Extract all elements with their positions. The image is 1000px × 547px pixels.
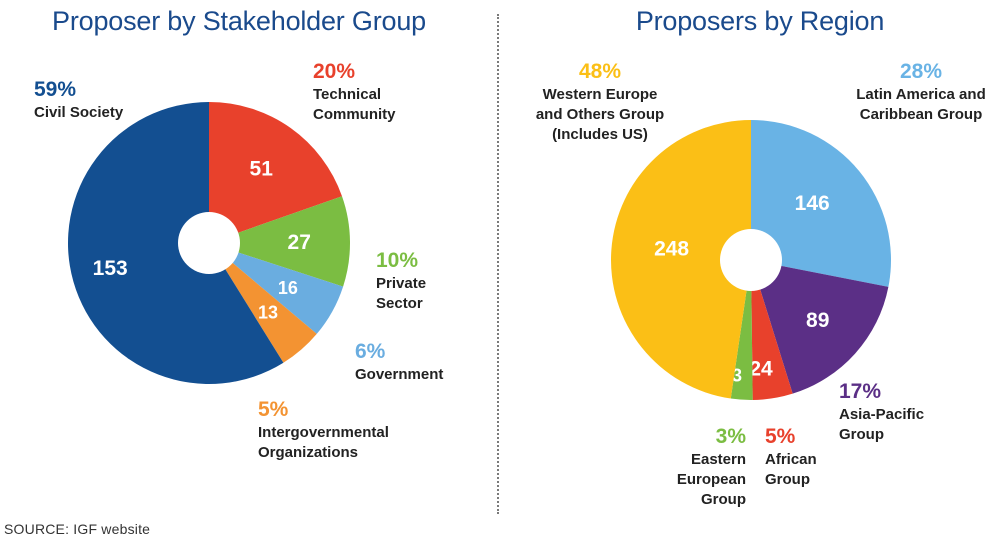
pie-slice-western-europe-and-others-group-includes-us [611, 120, 751, 399]
slice-label-group: 28% Latin America and Caribbean Group [856, 60, 985, 123]
slice-value-label: 153 [93, 257, 128, 280]
slice-category-label: Group [701, 491, 746, 508]
slice-percent-label: 59% [34, 78, 76, 101]
slice-value-label: 13 [258, 302, 278, 322]
slice-value-label: 16 [278, 278, 298, 298]
pie-slice-civil-society [67, 101, 284, 384]
slice-label-group: 6% Government [355, 340, 443, 383]
slice-label-group: 5% African Group [765, 425, 817, 488]
slice-percent-label: 17% [839, 380, 881, 403]
slice-percent-label: 48% [579, 60, 621, 83]
slice-category-label: Intergovernmental [258, 424, 389, 441]
chart-title-stakeholder: Proposer by Stakeholder Group [52, 6, 426, 36]
slice-category-label: Latin America and [856, 86, 985, 103]
divider [497, 14, 499, 514]
slice-category-label: European [677, 471, 746, 488]
slice-category-label: Caribbean Group [860, 106, 983, 123]
slice-category-label: Private [376, 275, 426, 292]
slice-category-label: Asia-Pacific [839, 406, 924, 423]
slice-percent-label: 10% [376, 249, 418, 272]
slice-label-group: 48% Western Europe and Others Group (Includ… [536, 60, 664, 143]
slice-label-group: 20% Technical Community [313, 60, 396, 123]
pie-slice-intergovernmental-organizations [209, 243, 317, 363]
slice-category-label: Western Europe [543, 86, 658, 103]
slice-percent-label: 20% [313, 60, 355, 83]
donut-hole [720, 229, 782, 291]
slice-label-group: 17% Asia-Pacific Group [839, 380, 924, 443]
slice-value-label: 27 [288, 231, 311, 254]
slice-value-label: 24 [749, 358, 773, 381]
slice-value-label: 146 [795, 192, 830, 215]
pie-slice-government [209, 243, 344, 334]
slice-category-label: Group [839, 426, 884, 443]
pie-slice-asia-pacific-group [751, 260, 889, 394]
pie-slice-eastern-european-group [730, 260, 753, 401]
slice-percent-label: 5% [765, 425, 796, 448]
slice-value-label: 248 [654, 238, 689, 261]
slice-label-group: 3% Eastern European Group [677, 425, 747, 508]
slice-label-group: 59% Civil Society [34, 78, 124, 121]
pie-chart-1: 146 28% Latin America and Caribbean Group 89… [536, 60, 986, 508]
slice-category-label: and Others Group [536, 106, 664, 123]
pie-slice-private-sector [209, 196, 351, 287]
slice-value-label: 51 [250, 157, 274, 180]
slice-category-label: Eastern [691, 451, 746, 468]
slice-category-label: Government [355, 366, 443, 383]
slice-category-label: African [765, 451, 817, 468]
slice-percent-label: 6% [355, 340, 386, 363]
pie-slice-latin-america-and-caribbean-group [751, 120, 891, 287]
slice-label-group: 5% Intergovernmental Organizations [258, 398, 389, 461]
slice-category-label: Technical [313, 86, 381, 103]
donut-hole [178, 212, 240, 274]
pie-slice-technical-community [209, 102, 343, 243]
slice-category-label: Group [765, 471, 810, 488]
slice-percent-label: 3% [716, 425, 747, 448]
chart-title-region: Proposers by Region [635, 6, 885, 36]
slice-category-label: Community [313, 106, 396, 123]
pie-chart-0: 51 20% Technical Community 27 10% Private Secto… [34, 60, 443, 461]
slice-label-group: 10% Private Sector [376, 249, 426, 312]
slice-percent-label: 28% [900, 60, 942, 83]
slice-category-label: (Includes US) [552, 126, 648, 143]
slice-category-label: Sector [376, 295, 423, 312]
slice-category-label: Civil Society [34, 104, 124, 121]
source-note: SOURCE: IGF website [4, 521, 151, 537]
slice-value-label: 89 [806, 309, 829, 332]
slice-category-label: Organizations [258, 444, 358, 461]
slice-percent-label: 5% [258, 398, 289, 421]
pie-slice-african-group [751, 260, 793, 400]
